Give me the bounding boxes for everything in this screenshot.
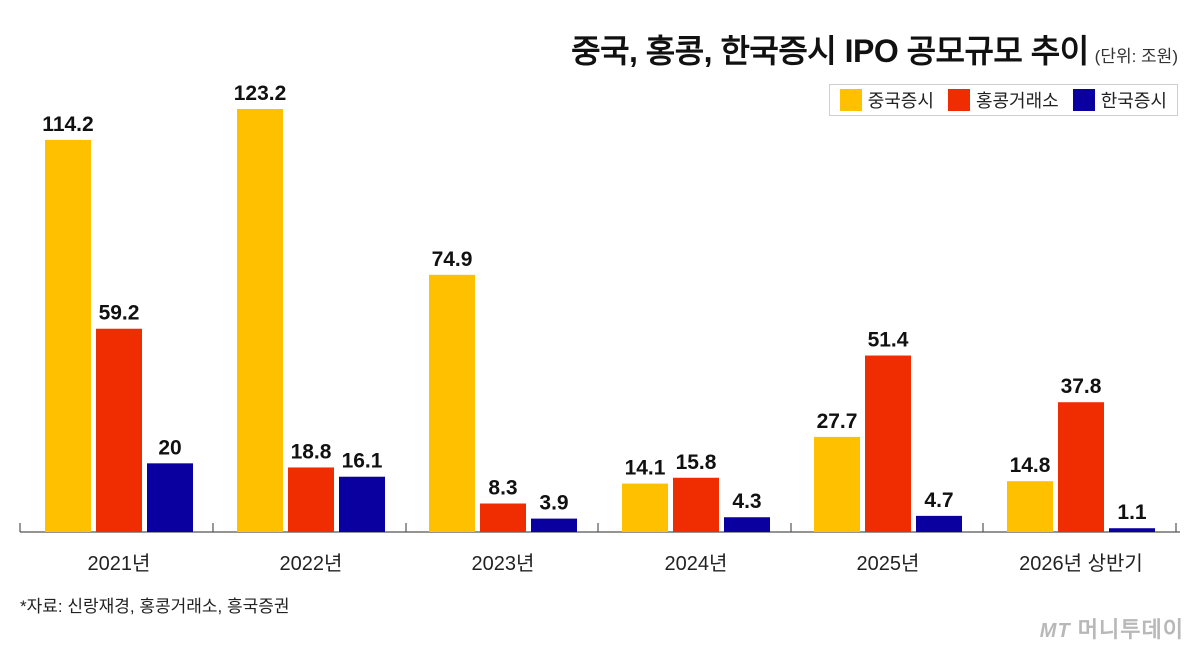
x-tick-label: 2022년 [280,552,343,575]
data-label: 4.3 [732,490,761,513]
legend-label-hongkong: 홍콩거래소 [975,91,1059,111]
x-tick-label: 2023년 [472,552,535,575]
legend-item-china: 중국증시 [839,87,934,113]
data-label: 27.7 [817,410,858,433]
data-label: 3.9 [539,492,568,515]
data-label: 4.7 [924,489,953,512]
x-tick-label: 2026년 상반기 [1019,552,1143,575]
legend-item-korea: 한국증시 [1072,87,1167,113]
data-label: 114.2 [42,113,93,136]
legend-label-china: 중국증시 [867,91,934,111]
legend-swatch-china [839,89,862,111]
bar [622,483,668,532]
bar [916,515,962,532]
data-label: 74.9 [432,248,473,271]
data-label: 14.8 [1010,454,1051,477]
logo-text: 머니투데이 [1077,617,1184,642]
chart-header: 중국, 홍콩, 한국증시 IPO 공모규모 추이 (단위: 조원) [571,26,1178,72]
bar [339,476,385,532]
data-label: 16.1 [342,450,383,473]
bar [237,109,283,532]
data-label: 59.2 [99,302,140,325]
bar [1109,528,1155,532]
data-label: 20 [158,436,181,459]
bar [147,463,193,532]
legend-label-korea: 한국증시 [1100,91,1167,111]
publisher-logo: MT 머니투데이 [1040,612,1184,644]
x-tick-label: 2025년 [857,552,920,575]
legend-item-hongkong: 홍콩거래소 [947,87,1059,113]
data-label: 51.4 [868,329,909,352]
bar [531,518,577,532]
data-label: 123.2 [234,82,287,105]
bar [429,274,475,532]
chart-title: 중국, 홍콩, 한국증시 IPO 공모규모 추이 [571,33,1089,69]
bar [288,467,334,532]
x-tick-label: 2024년 [665,552,728,575]
data-label: 37.8 [1061,375,1102,398]
x-tick-label: 2021년 [88,552,151,575]
data-label: 14.1 [625,457,666,480]
bar [865,355,911,532]
data-label: 8.3 [488,477,517,500]
bar [1007,481,1053,532]
unit-label: (단위: 조원) [1094,47,1178,66]
logo-mark: MT [1039,620,1071,642]
data-label: 18.8 [291,440,332,463]
legend-swatch-hongkong [947,89,970,111]
legend-swatch-korea [1072,89,1095,111]
bar [45,139,91,532]
bar [814,436,860,532]
data-label: 1.1 [1117,501,1147,524]
bar [480,503,526,532]
data-label: 15.8 [676,451,717,474]
source-note: *자료: 신랑재경, 홍콩거래소, 흥국증권 [20,597,290,616]
legend: 중국증시 홍콩거래소 한국증시 [828,84,1178,116]
bar [724,517,770,532]
bar [673,477,719,532]
bar [1058,402,1104,532]
bar [96,328,142,532]
